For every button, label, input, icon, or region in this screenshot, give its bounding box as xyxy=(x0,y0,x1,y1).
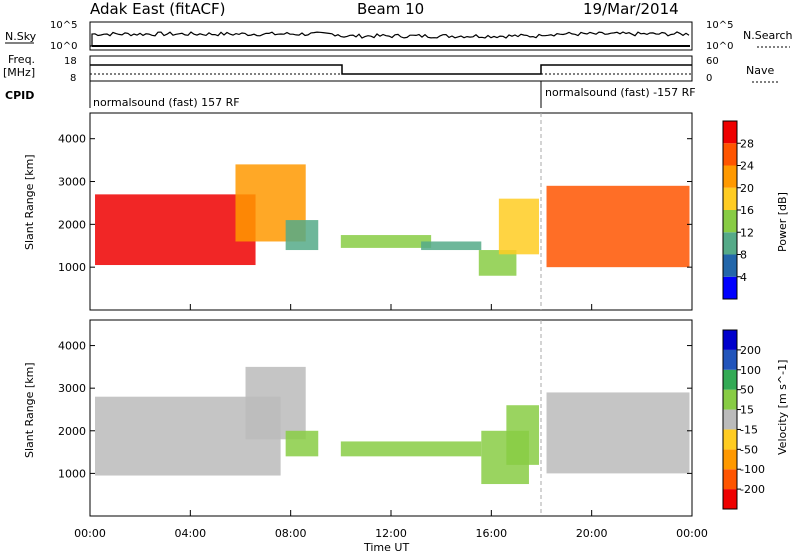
velocity-y-axis: 1000 2000 3000 4000 xyxy=(58,340,692,480)
colorbar-tick-label: 200 xyxy=(740,344,761,357)
nsky-label: N.Sky xyxy=(5,30,37,43)
colorbar-frame xyxy=(722,329,738,510)
nave-label: Nave xyxy=(746,64,774,77)
scatter-region xyxy=(95,194,256,266)
colorbar-tick-label: 28 xyxy=(740,137,754,150)
cpid-segment-1: normalsound (fast) 157 RF xyxy=(93,96,240,109)
y-tick-label: 4000 xyxy=(58,340,86,353)
colorbar-tick-label: -100 xyxy=(740,463,765,476)
colorbar-segment xyxy=(723,369,737,390)
station-title: Adak East (fitACF) xyxy=(90,0,225,18)
colorbar-tick-label: -200 xyxy=(740,483,765,496)
y-tick-label: 1000 xyxy=(58,467,86,480)
x-tick-label: 12:00 xyxy=(375,527,407,540)
nave-tick-bottom: 0 xyxy=(706,73,712,84)
scatter-region xyxy=(506,405,539,465)
x-tick-label: 00:00 xyxy=(74,527,106,540)
colorbar-segment xyxy=(723,254,737,277)
power-y-label: Slant Range [km] xyxy=(23,154,36,250)
velocity-y-label: Slant Range [km] xyxy=(23,362,36,458)
velocity-colorbar xyxy=(722,329,738,510)
colorbar-segment xyxy=(723,232,737,255)
scatter-region xyxy=(546,185,690,268)
cpid-label: CPID xyxy=(5,89,34,102)
power-colorbar-label: Power [dB] xyxy=(776,192,789,252)
freq-tick-top: 18 xyxy=(64,56,77,67)
nsearch-tick-bottom: 10^0 xyxy=(706,41,733,52)
freq-label-2: [MHz] xyxy=(3,66,35,79)
nsky-tick-bottom: 10^0 xyxy=(50,41,77,52)
freq-label-1: Freq. xyxy=(8,53,35,66)
colorbar-segment xyxy=(723,449,737,470)
x-tick-label: 16:00 xyxy=(475,527,507,540)
scatter-region xyxy=(546,392,690,474)
colorbar-segment xyxy=(723,330,737,350)
colorbar-segment xyxy=(723,489,737,509)
x-tick-label: 20:00 xyxy=(576,527,608,540)
x-axis-label: Time UT xyxy=(363,541,409,554)
nsky-series-line xyxy=(90,31,690,47)
colorbar-tick-label: 20 xyxy=(740,182,754,195)
scatter-region xyxy=(285,430,319,457)
power-heatmap xyxy=(95,164,690,276)
colorbar-segment xyxy=(723,121,737,144)
scatter-region xyxy=(285,220,319,251)
date-title: 19/Mar/2014 xyxy=(583,0,679,18)
x-tick-label: 00:00 xyxy=(676,527,708,540)
colorbar-tick-label: 8 xyxy=(740,249,747,262)
nsky-tick-top: 10^5 xyxy=(50,20,77,31)
colorbar-tick-label: 12 xyxy=(740,226,754,239)
freq-series-line xyxy=(90,64,692,75)
colorbar-segment xyxy=(723,469,737,490)
freq-tick-bottom: 8 xyxy=(70,73,76,84)
scatter-region xyxy=(498,198,539,255)
colorbar-segment xyxy=(723,187,737,210)
colorbar-segment xyxy=(723,210,737,233)
nave-tick-top: 60 xyxy=(706,56,719,67)
y-tick-label: 3000 xyxy=(58,176,86,189)
colorbar-tick-label: -50 xyxy=(740,443,758,456)
colorbar-tick-label: 16 xyxy=(740,204,754,217)
y-tick-label: 2000 xyxy=(58,218,86,231)
power-y-axis: 1000 2000 3000 4000 xyxy=(58,133,692,274)
power-colorbar-ticks: 28 24 20 16 12 8 4 xyxy=(737,137,754,284)
colorbar-segment xyxy=(723,389,737,410)
x-axis: 00:00 04:00 08:00 12:00 16:00 20:00 00:00 xyxy=(74,304,708,540)
y-tick-label: 3000 xyxy=(58,382,86,395)
colorbar-tick-label: 100 xyxy=(740,364,761,377)
scatter-region xyxy=(340,441,482,457)
colorbar-tick-label: 24 xyxy=(740,160,754,173)
colorbar-segment xyxy=(723,409,737,430)
scatter-region xyxy=(340,235,432,248)
colorbar-tick-label: 50 xyxy=(740,384,754,397)
colorbar-segment xyxy=(723,143,737,166)
colorbar-tick-label: 4 xyxy=(740,271,747,284)
colorbar-tick-label: -15 xyxy=(740,423,758,436)
velocity-colorbar-ticks: 200 100 50 15 -15 -50 -100 -200 xyxy=(737,344,765,496)
velocity-colorbar-label: Velocity [m s^-1] xyxy=(776,360,789,455)
x-tick-label: 04:00 xyxy=(174,527,206,540)
scatter-region xyxy=(245,366,306,440)
scatter-region xyxy=(421,241,482,251)
nsearch-tick-top: 10^5 xyxy=(706,20,733,31)
cpid-segment-2: normalsound (fast) -157 RF xyxy=(545,86,696,99)
colorbar-segment xyxy=(723,165,737,188)
colorbar-segment xyxy=(723,276,737,299)
colorbar-tick-label: 15 xyxy=(740,404,754,417)
y-tick-label: 1000 xyxy=(58,261,86,274)
power-colorbar xyxy=(722,120,738,300)
x-tick-label: 08:00 xyxy=(275,527,307,540)
velocity-heatmap xyxy=(95,366,690,485)
nsky-panel-frame xyxy=(89,21,693,51)
y-tick-label: 4000 xyxy=(58,133,86,146)
colorbar-segment xyxy=(723,429,737,450)
nsearch-label: N.Search xyxy=(743,29,793,42)
beam-title: Beam 10 xyxy=(357,0,424,18)
colorbar-segment xyxy=(723,349,737,370)
freq-panel-frame xyxy=(89,55,693,82)
y-tick-label: 2000 xyxy=(58,425,86,438)
